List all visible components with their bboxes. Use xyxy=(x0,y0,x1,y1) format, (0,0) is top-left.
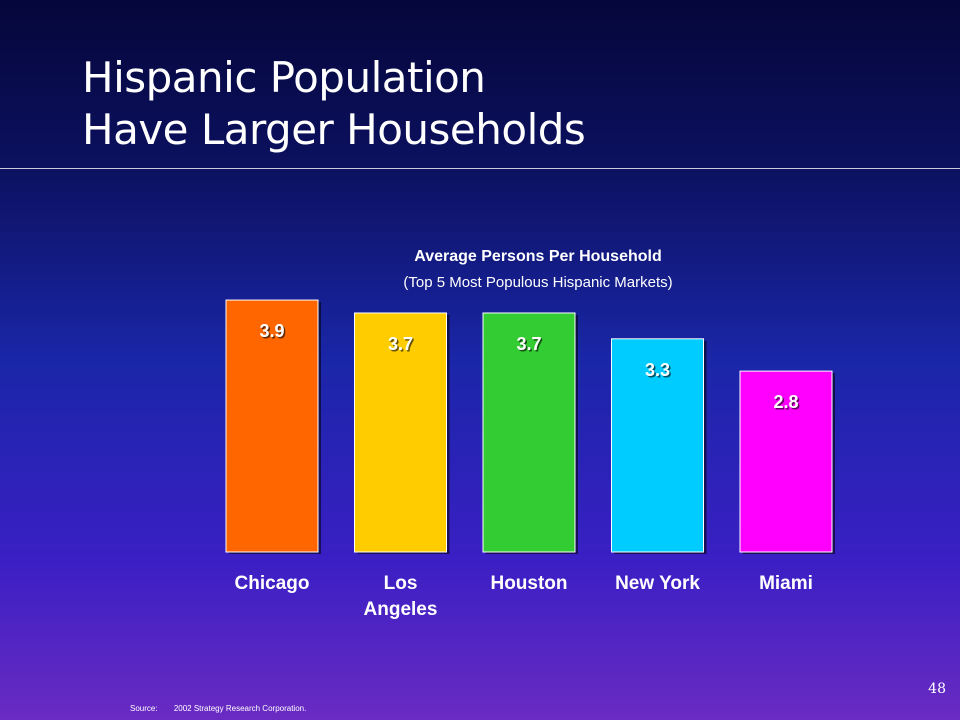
bar-value-label-shadow: 3.9 xyxy=(261,323,286,343)
title-divider xyxy=(0,168,960,169)
bar-value-label: 3.7 xyxy=(388,334,413,354)
category-label: Los xyxy=(384,573,418,594)
bar-value-label: 2.8 xyxy=(773,392,798,412)
bar xyxy=(225,299,319,553)
slide-title: Hispanic Population Have Larger Househol… xyxy=(82,52,586,156)
bar-value-label-shadow: 3.3 xyxy=(646,361,671,381)
bar xyxy=(611,338,704,553)
bar-value-label-shadow: 2.8 xyxy=(775,394,800,414)
category-label: Angeles xyxy=(364,599,438,620)
category-label: Houston xyxy=(490,573,567,594)
bar xyxy=(354,312,447,553)
bar xyxy=(482,312,576,553)
bar-value-label-shadow: 3.7 xyxy=(518,335,543,355)
category-label: Miami xyxy=(759,573,813,594)
bar-value-label: 3.3 xyxy=(645,360,670,380)
slide-title-line-1: Hispanic Population xyxy=(82,53,486,102)
bar-value-label: 3.9 xyxy=(259,321,284,341)
category-label: Chicago xyxy=(235,573,310,594)
bar-value-label: 3.7 xyxy=(516,334,541,354)
chart-subtitle: (Top 5 Most Populous Hispanic Markets) xyxy=(403,274,673,291)
chart-title: Average Persons Per Household xyxy=(414,248,662,265)
page-number: 48 xyxy=(928,681,946,697)
slide-title-line-2: Have Larger Households xyxy=(82,105,586,154)
source-text: 2002 Strategy Research Corporation. xyxy=(173,704,307,713)
source-note: Source: 2002 Strategy Research Corporati… xyxy=(130,704,306,713)
category-label: New York xyxy=(615,573,700,594)
bar xyxy=(739,370,833,553)
bar-value-label-shadow: 3.7 xyxy=(389,335,414,355)
source-label: Source: xyxy=(130,704,158,713)
